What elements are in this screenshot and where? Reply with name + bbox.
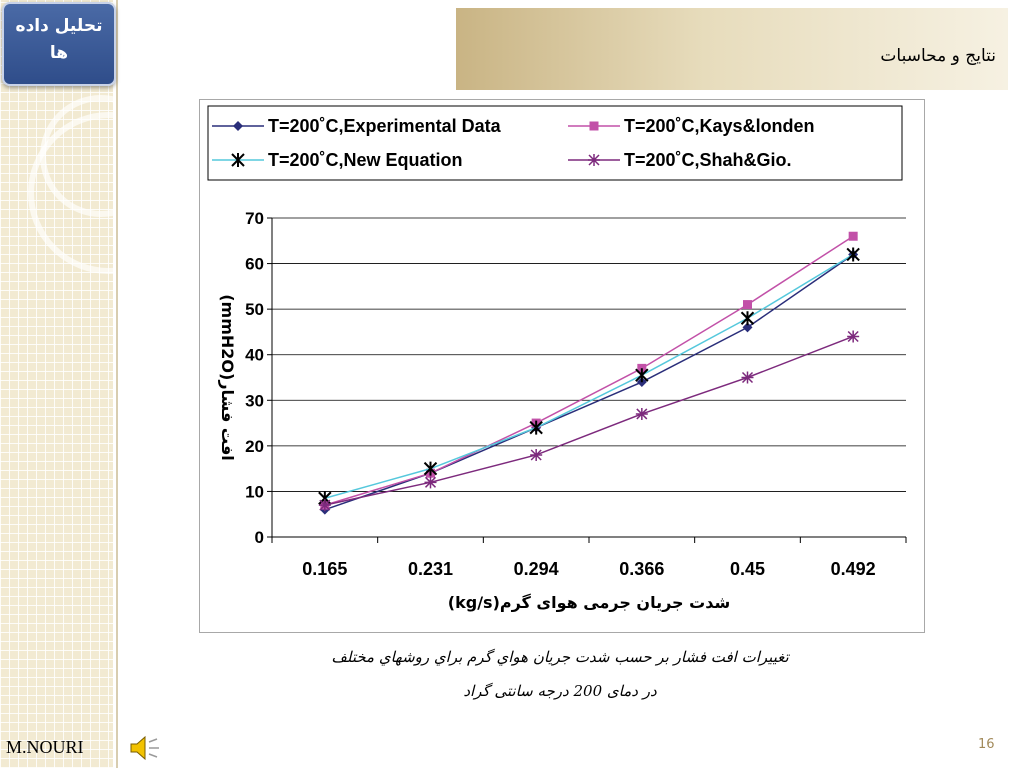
x-tick-label-3: 0.366 bbox=[619, 559, 664, 579]
y-tick-label-7: 70 bbox=[245, 209, 264, 228]
data-point-s3-4 bbox=[635, 368, 649, 383]
x-tick-label-1: 0.231 bbox=[408, 559, 453, 579]
legend-label-1: T=200˚C,Experimental Data bbox=[268, 116, 502, 136]
data-point-s3-5 bbox=[740, 311, 755, 326]
series-line-3 bbox=[324, 253, 854, 499]
legend-label-2: T=200˚C,Kays&londen bbox=[624, 116, 815, 136]
legend-marker-3 bbox=[231, 153, 245, 167]
x-tick-label-0: 0.165 bbox=[302, 559, 347, 579]
data-point-s3-3 bbox=[529, 420, 543, 435]
pressure-drop-chart: T=200˚C,Experimental Data T=200˚C,Kays&lo… bbox=[207, 105, 907, 612]
chart-caption-line-1: تغييرات افت فشار بر حسب شدت جريان هواي گ… bbox=[331, 648, 789, 666]
legend-marker-1 bbox=[233, 121, 243, 131]
x-tick-label-2: 0.294 bbox=[514, 559, 559, 579]
legend-marker-4 bbox=[588, 154, 600, 166]
y-tick-label-2: 20 bbox=[245, 437, 264, 456]
data-point-s3-6 bbox=[846, 247, 860, 262]
data-analysis-label-1: تحليل داده bbox=[15, 16, 103, 36]
x-tick-label-4: 0.45 bbox=[730, 559, 765, 579]
data-point-s1-5 bbox=[742, 322, 753, 333]
x-axis-title: شدت جريان جرمی هوای گرم(kg/s) bbox=[448, 593, 730, 612]
y-axis-title: افت فشار(mmH2O) bbox=[218, 294, 237, 461]
data-point-s2-5 bbox=[743, 300, 752, 310]
strip-divider bbox=[116, 0, 118, 768]
y-tick-label-0: 0 bbox=[255, 528, 264, 547]
series-line-1 bbox=[324, 253, 854, 511]
y-tick-label-1: 10 bbox=[245, 482, 264, 501]
data-point-s4-6 bbox=[847, 330, 860, 343]
legend-marker-2 bbox=[589, 121, 599, 131]
decorative-ring-small bbox=[40, 95, 162, 217]
y-tick-label-6: 60 bbox=[245, 255, 264, 274]
y-tick-label-5: 50 bbox=[245, 300, 264, 319]
series-line-2 bbox=[324, 235, 854, 506]
chart-frame: T=200˚C,Experimental Data T=200˚C,Kays&lo… bbox=[199, 99, 925, 633]
legend-box bbox=[207, 105, 903, 181]
x-tick-label-5: 0.492 bbox=[831, 559, 876, 579]
author-name: M.NOURI bbox=[6, 737, 84, 757]
speaker-icon[interactable] bbox=[128, 733, 162, 763]
left-decorative-strip bbox=[0, 0, 190, 768]
legend-label-4: T=200˚C,Shah&Gio. bbox=[624, 150, 792, 170]
data-analysis-button[interactable]: تحليل داده ها bbox=[2, 2, 116, 86]
chart-caption-line-2: در دمای 200 درجه سانتی گراد bbox=[463, 682, 657, 700]
data-analysis-label-2: ها bbox=[49, 43, 69, 63]
data-point-s3-2 bbox=[423, 461, 438, 476]
series-line-4 bbox=[324, 335, 854, 506]
slide-number: 16 bbox=[978, 737, 995, 752]
slide-title: نتايج و محاسبات bbox=[880, 46, 996, 66]
data-point-s4-4 bbox=[635, 407, 648, 420]
data-point-s4-5 bbox=[741, 371, 754, 384]
data-point-s4-2 bbox=[424, 476, 437, 489]
y-tick-label-3: 30 bbox=[245, 391, 264, 410]
data-point-s4-1 bbox=[318, 499, 331, 512]
legend-label-3: T=200˚C,New Equation bbox=[268, 150, 463, 170]
title-bar: نتايج و محاسبات bbox=[456, 8, 1008, 90]
data-point-s4-3 bbox=[530, 448, 543, 461]
y-tick-label-4: 40 bbox=[245, 346, 264, 365]
data-point-s2-6 bbox=[848, 231, 858, 241]
